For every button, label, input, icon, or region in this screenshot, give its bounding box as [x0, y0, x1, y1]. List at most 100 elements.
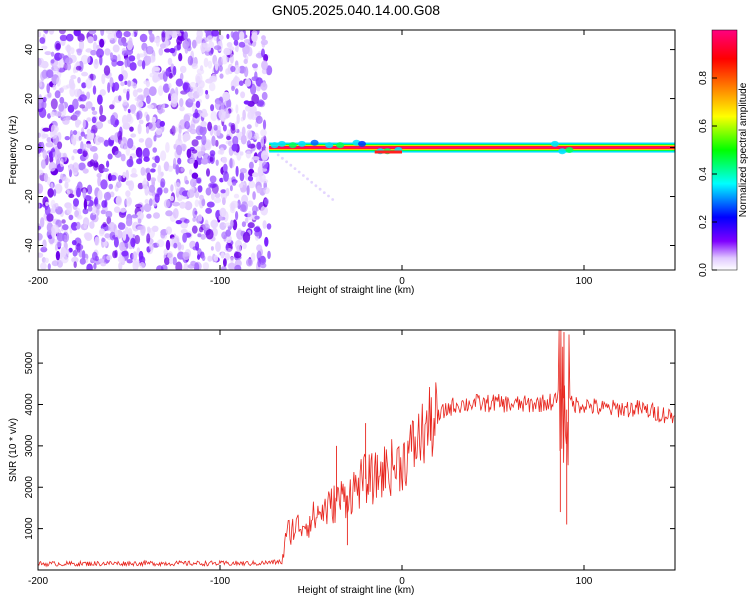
noise-speckle	[115, 195, 122, 206]
noise-speckle	[155, 128, 163, 136]
noise-speckle	[109, 174, 117, 181]
noise-speckle	[165, 239, 171, 251]
noise-speckle	[187, 189, 195, 198]
noise-speckle	[240, 134, 247, 145]
noise-speckle	[113, 82, 120, 91]
noise-speckle	[139, 33, 148, 43]
noise-speckle	[131, 167, 137, 175]
noise-speckle	[229, 53, 234, 64]
noise-speckle	[46, 69, 54, 79]
noise-speckle	[153, 212, 160, 219]
noise-speckle	[314, 184, 318, 188]
noise-speckle	[205, 207, 213, 214]
noise-speckle	[230, 256, 234, 265]
noise-speckle	[129, 126, 134, 132]
noise-speckle	[192, 207, 198, 219]
noise-speckle	[120, 140, 124, 149]
noise-speckle	[92, 41, 98, 51]
noise-speckle	[45, 142, 54, 148]
colorbar: 0.0 0.2 0.4 0.6 0.8 Normalized spectral ampl…	[698, 29, 749, 277]
noise-speckle	[171, 125, 176, 136]
noise-speckle	[257, 99, 265, 106]
noise-speckle	[255, 115, 263, 124]
noise-speckle	[125, 190, 131, 198]
noise-speckle	[43, 173, 49, 183]
noise-speckle	[42, 150, 48, 160]
noise-speckle	[202, 113, 206, 118]
noise-speckle	[153, 135, 157, 142]
colorbar-label: Normalized spectral amplitude	[738, 82, 749, 217]
noise-speckle	[145, 167, 151, 174]
noise-speckle	[209, 150, 216, 157]
noise-speckle	[186, 148, 192, 159]
noise-speckle	[122, 42, 128, 47]
noise-speckle	[83, 198, 88, 210]
noise-speckle	[169, 47, 176, 54]
noise-speckle	[92, 34, 98, 42]
noise-speckle	[40, 159, 47, 169]
noise-speckle	[125, 218, 133, 227]
noise-speckle	[151, 162, 157, 168]
noise-speckle	[83, 222, 88, 229]
noise-speckle	[195, 177, 202, 184]
noise-speckle	[87, 36, 94, 44]
noise-speckle	[44, 205, 51, 216]
noise-speckle	[132, 82, 137, 89]
noise-speckle	[38, 94, 42, 101]
noise-speckle	[219, 34, 224, 41]
noise-speckle	[263, 198, 269, 206]
noise-speckle	[103, 191, 112, 201]
noise-speckle	[187, 97, 196, 103]
noise-speckle	[63, 176, 68, 182]
noise-speckle	[41, 101, 47, 109]
snr-y-tick-label: 2000	[24, 476, 35, 499]
noise-speckle	[38, 225, 42, 230]
noise-speckle	[66, 189, 70, 196]
noise-speckle	[175, 164, 180, 175]
noise-speckle	[82, 150, 88, 157]
noise-speckle	[138, 138, 145, 143]
noise-speckle	[104, 233, 110, 239]
noise-speckle	[178, 32, 182, 37]
noise-speckle	[145, 114, 150, 122]
noise-speckle	[222, 163, 228, 173]
noise-speckle	[205, 90, 209, 95]
noise-speckle	[191, 149, 198, 154]
noise-speckle	[122, 230, 127, 241]
noise-speckle	[226, 135, 232, 141]
spectrogram-heatmap	[38, 30, 675, 270]
noise-speckle	[197, 233, 202, 238]
noise-speckle	[68, 214, 74, 221]
noise-speckle	[82, 188, 87, 199]
noise-speckle	[86, 117, 92, 122]
noise-speckle	[50, 182, 54, 190]
noise-speckle	[151, 116, 157, 123]
noise-speckle	[242, 242, 247, 250]
noise-speckle	[138, 119, 144, 125]
noise-speckle	[177, 35, 184, 41]
noise-speckle	[60, 246, 67, 258]
noise-speckle	[195, 100, 201, 108]
noise-speckle	[128, 180, 135, 192]
noise-speckle	[47, 176, 51, 186]
noise-speckle	[125, 169, 129, 181]
noise-speckle	[86, 184, 93, 195]
noise-speckle	[89, 146, 98, 152]
noise-speckle	[137, 225, 145, 231]
noise-speckle	[261, 68, 268, 75]
noise-speckle	[72, 66, 77, 74]
spectrogram-y-tick-label: 40	[24, 44, 35, 56]
noise-speckle	[58, 103, 65, 112]
noise-speckle	[38, 183, 44, 194]
signal-blob	[288, 142, 297, 149]
noise-speckle	[306, 177, 309, 181]
noise-speckle	[235, 104, 239, 114]
noise-speckle	[208, 82, 216, 92]
noise-speckle	[165, 30, 173, 39]
noise-speckle	[252, 191, 256, 200]
noise-speckle	[191, 139, 199, 147]
noise-speckle	[57, 141, 63, 150]
noise-speckle	[70, 47, 75, 55]
noise-speckle	[114, 150, 122, 158]
noise-speckle	[214, 60, 219, 71]
